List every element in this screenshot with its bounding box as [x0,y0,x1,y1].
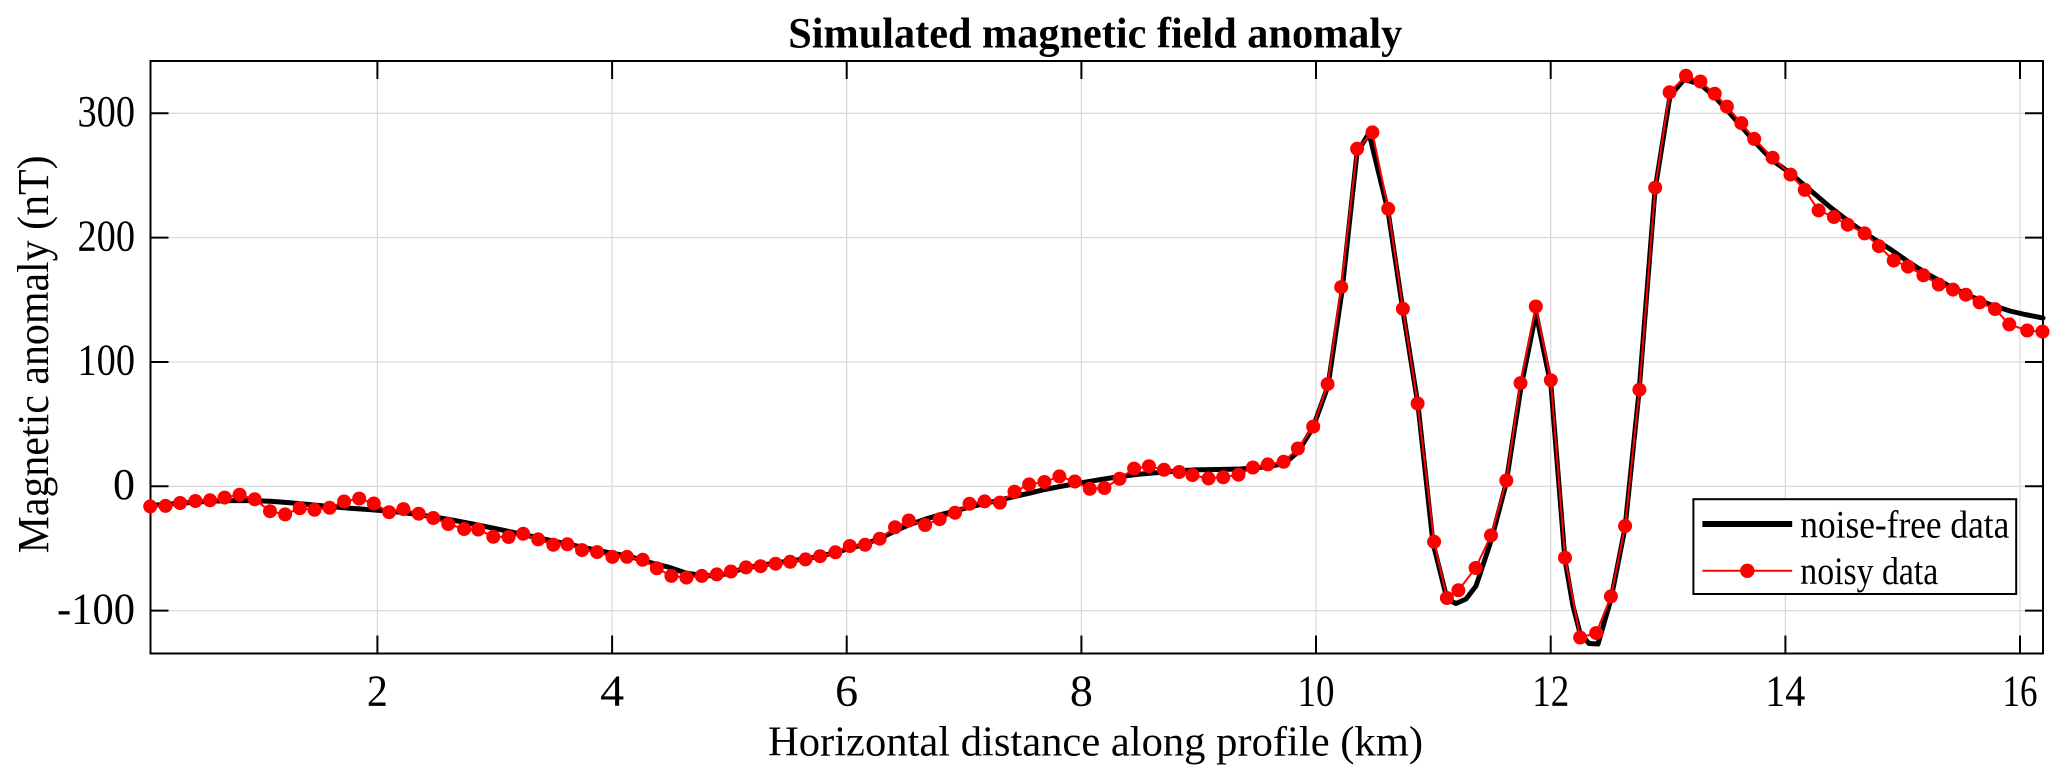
svg-text:-100: -100 [57,584,135,633]
svg-text:0: 0 [113,460,135,509]
svg-text:100: 100 [78,336,136,385]
svg-text:noisy data: noisy data [1800,549,1938,593]
svg-text:8: 8 [1070,667,1093,716]
svg-text:Simulated magnetic field anoma: Simulated magnetic field anomaly [788,10,1402,58]
svg-text:2: 2 [367,667,388,716]
svg-text:12: 12 [1532,667,1569,716]
svg-text:Magnetic anomaly (nT): Magnetic anomaly (nT) [9,155,58,553]
svg-text:200: 200 [78,211,136,260]
svg-text:16: 16 [2003,667,2038,716]
svg-text:300: 300 [78,87,136,136]
svg-text:4: 4 [600,667,624,716]
svg-text:Horizontal distance along prof: Horizontal distance along profile (km) [768,719,1423,766]
svg-text:noise-free data: noise-free data [1800,503,2009,547]
svg-text:6: 6 [835,667,858,716]
svg-text:14: 14 [1765,667,1805,716]
svg-text:10: 10 [1298,667,1335,716]
